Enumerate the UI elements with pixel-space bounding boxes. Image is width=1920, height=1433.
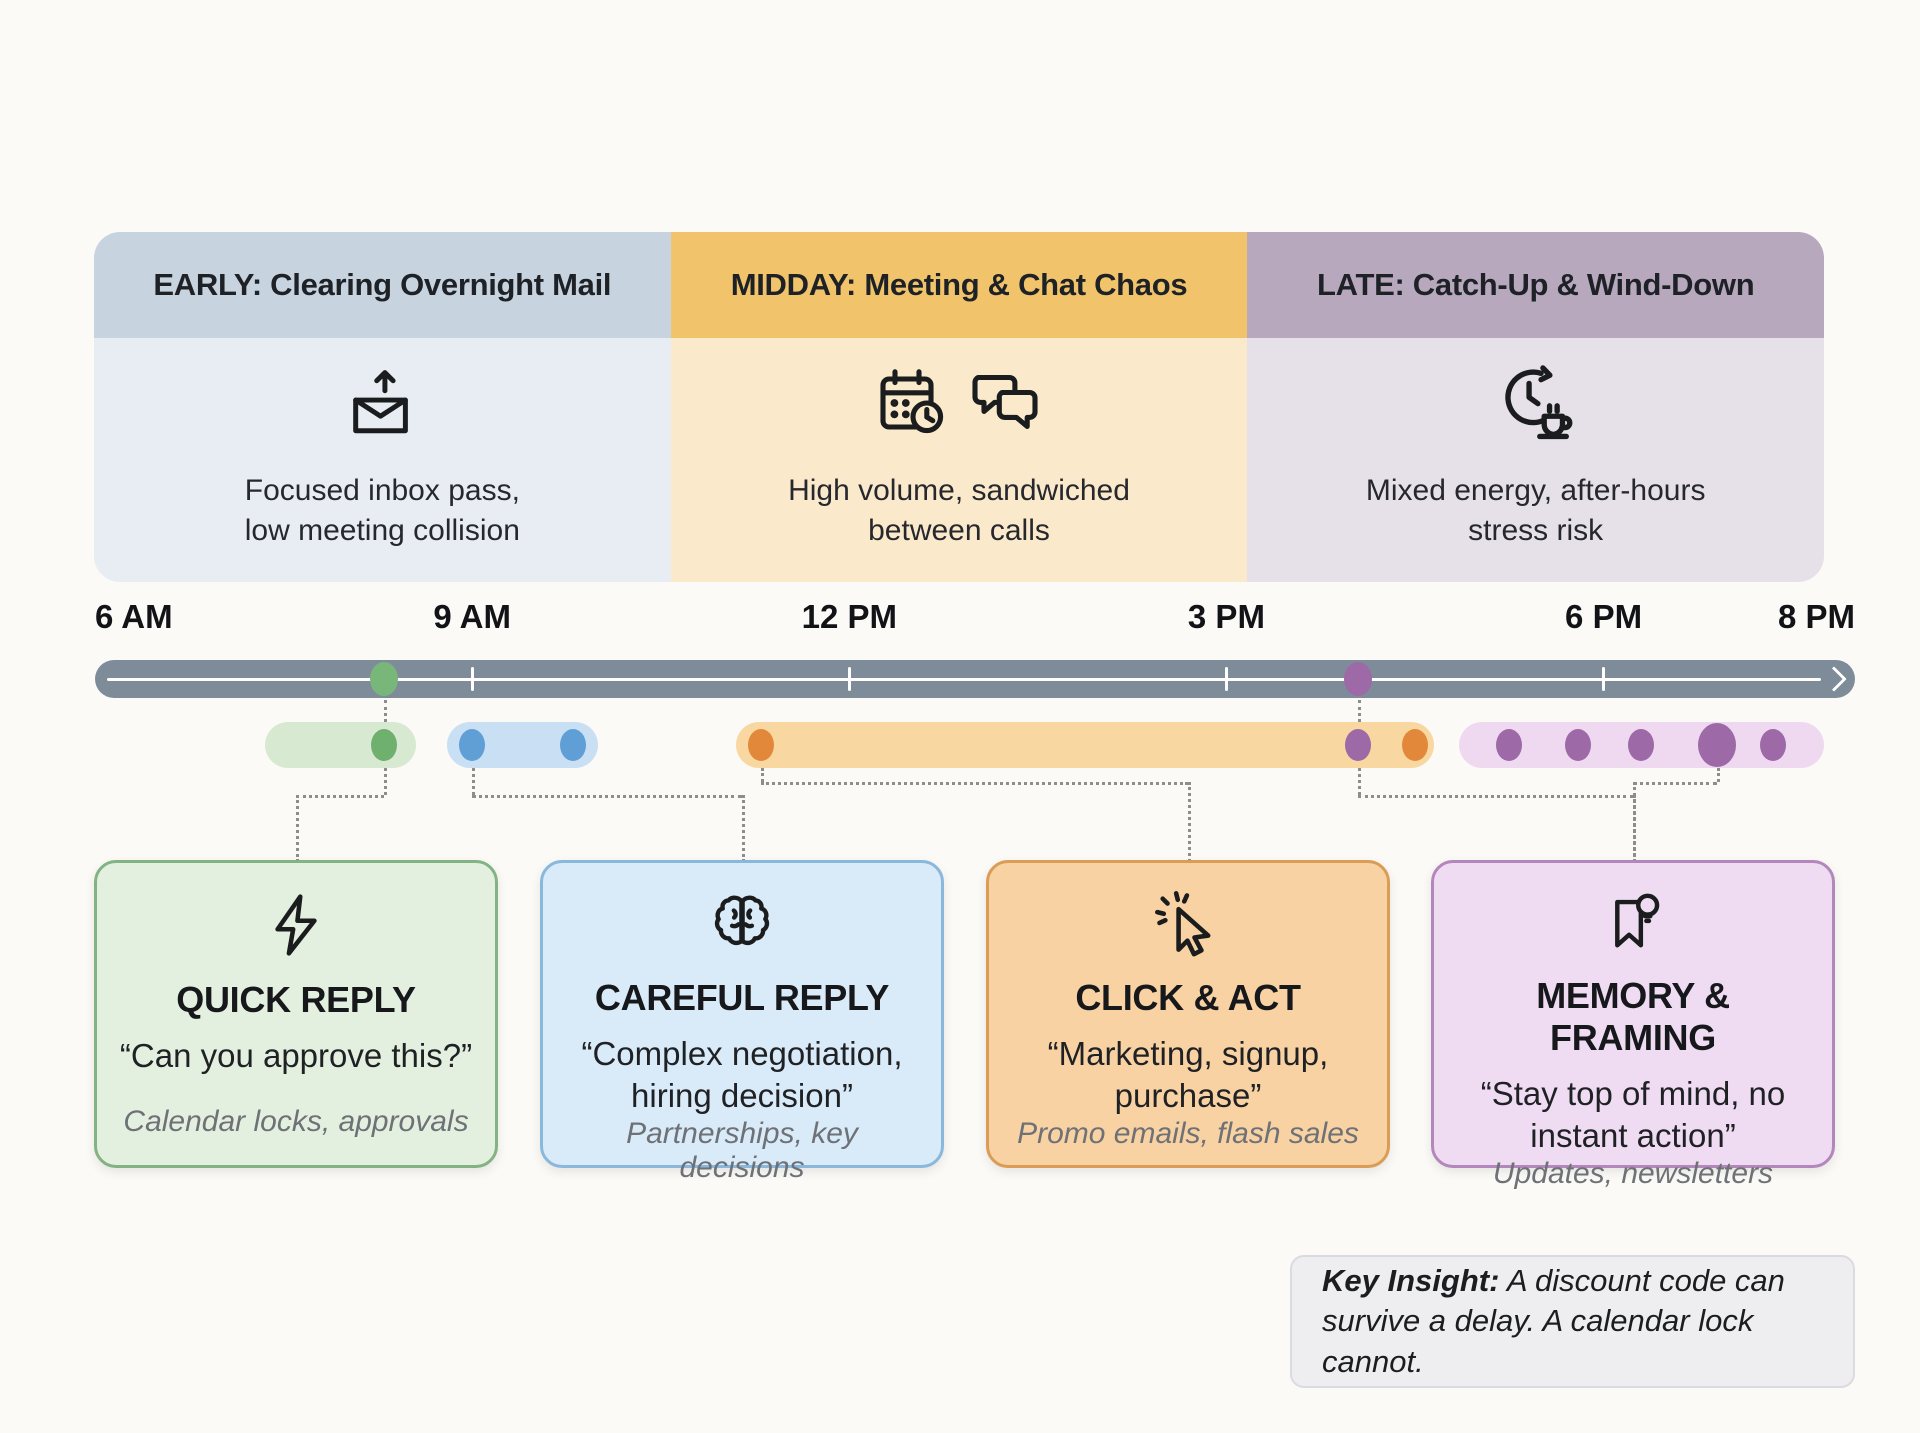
late-send-marker [1344,662,1373,696]
time-label-6-am: 6 AM [95,598,173,635]
chat-bubbles-icon [966,364,1044,442]
panel-midday: MIDDAY: Meeting & Chat Chaos [670,232,1248,582]
click-act-window-dot [748,729,775,761]
calendar-clock-icon [874,364,952,442]
lightning-icon [262,889,330,961]
click-act-window [736,722,1434,768]
card-memory-framing-title: MEMORY & FRAMING [1536,975,1730,1058]
panel-midday-title: MIDDAY: Meeting & Chat Chaos [670,232,1248,338]
panel-early-description: Focused inbox pass, low meeting collisio… [244,474,520,547]
time-label-6-pm: 6 PM [1565,598,1643,635]
careful-reply-window-dot [559,729,586,761]
time-label-3-pm: 3 PM [1187,598,1265,635]
memory-framing-window-dot [1697,723,1736,767]
panel-midday-description: High volume, sandwiched between calls [788,474,1130,547]
connector-horizontal [1358,795,1633,798]
clock-coffee-icon [1495,362,1577,444]
brain-icon [707,889,777,959]
card-click-act-quote: “Marketing, signup, purchase” [1047,1035,1329,1115]
panel-late-description: Mixed energy, after-hours stress risk [1365,474,1706,547]
key-insight-text: A discount code can survive a delay. A c… [1322,1263,1785,1379]
bookmark-idea-icon [1599,889,1667,957]
time-label-8-pm: 8 PM [1777,598,1855,635]
click-act-window-dot [1345,729,1372,761]
connector-horizontal [296,795,385,798]
timeline-axis-line [107,677,1821,681]
timeline-tick [1224,667,1228,691]
memory-framing-window-dot [1496,729,1523,761]
card-quick-reply: QUICK REPLY “Can you approve this?” Cale… [94,860,498,1168]
card-careful-reply-examples: Partnerships, key decisions [626,1117,858,1185]
panel-early-body: Focused inbox pass, low meeting collisio… [94,338,671,582]
connector-horizontal [472,795,742,798]
cursor-click-icon [1153,889,1223,959]
card-memory-framing-examples: Updates, newsletters [1492,1157,1774,1191]
card-careful-reply-title: CAREFUL REPLY [594,977,890,1018]
card-click-act-examples: Promo emails, flash sales [1017,1117,1359,1151]
arrow-right-icon [1821,666,1847,692]
time-label-12-pm: 12 PM [801,598,897,635]
timeline-tick [470,667,474,691]
connector-vertical [1358,768,1362,795]
memory-framing-window-dot [1628,729,1655,761]
card-quick-reply-examples: Calendar locks, approvals [123,1105,469,1138]
connector-vertical [1633,782,1636,862]
card-memory-framing: MEMORY & FRAMING “Stay top of mind, no i… [1431,860,1835,1190]
panel-early-title: EARLY: Clearing Overnight Mail [94,232,671,338]
timeline-tick [847,667,851,691]
panel-late-body: Mixed energy, after-hours stress risk [1247,338,1824,582]
click-act-window-dot [1402,729,1428,761]
connector-vertical [384,768,388,795]
key-insight-label: Key Insight: [1322,1263,1500,1299]
memory-framing-window-dot [1760,729,1787,761]
timeline-tick [1602,667,1606,691]
card-memory-framing-quote: “Stay top of mind, no instant action” [1480,1075,1786,1155]
connector-vertical [742,795,745,862]
memory-framing-window-dot [1565,729,1592,761]
panel-late-title: LATE: Catch-Up & Wind-Down [1247,232,1824,338]
careful-reply-window-dot [459,729,486,761]
connector-vertical [761,768,765,782]
card-careful-reply: CAREFUL REPLY “Complex negotiation, hiri… [540,860,944,1184]
card-quick-reply-quote: “Can you approve this?” [119,1037,473,1074]
key-insight-box: Key Insight: A discount code can survive… [1290,1255,1855,1388]
connector-vertical [472,768,476,795]
quick-reply-window-dot [371,729,398,761]
time-label-9-am: 9 AM [433,598,511,635]
connector-vertical [1188,782,1191,862]
connector-horizontal [761,782,1188,785]
connector-stub [1358,700,1362,722]
card-click-act: CLICK & ACT “Marketing, signup, purchase… [986,860,1390,1168]
mail-send-icon [344,365,420,441]
connector-vertical [1716,768,1720,782]
panel-early: EARLY: Clearing Overnight Mail Focused i… [94,232,671,582]
connector-stub [384,700,388,722]
card-careful-reply-quote: “Complex negotiation, hiring decision” [581,1035,903,1115]
connector-horizontal [1633,782,1717,785]
timeline-bar [95,660,1855,698]
early-send-marker [370,662,399,696]
card-click-act-title: CLICK & ACT [1075,977,1301,1018]
panel-late: LATE: Catch-Up & Wind-Down [1247,232,1824,582]
card-quick-reply-title: QUICK REPLY [176,979,416,1020]
connector-vertical [296,795,299,862]
panel-midday-body: High volume, sandwiched between calls [670,338,1248,582]
day-phase-panels: EARLY: Clearing Overnight Mail Focused i… [94,232,1824,582]
